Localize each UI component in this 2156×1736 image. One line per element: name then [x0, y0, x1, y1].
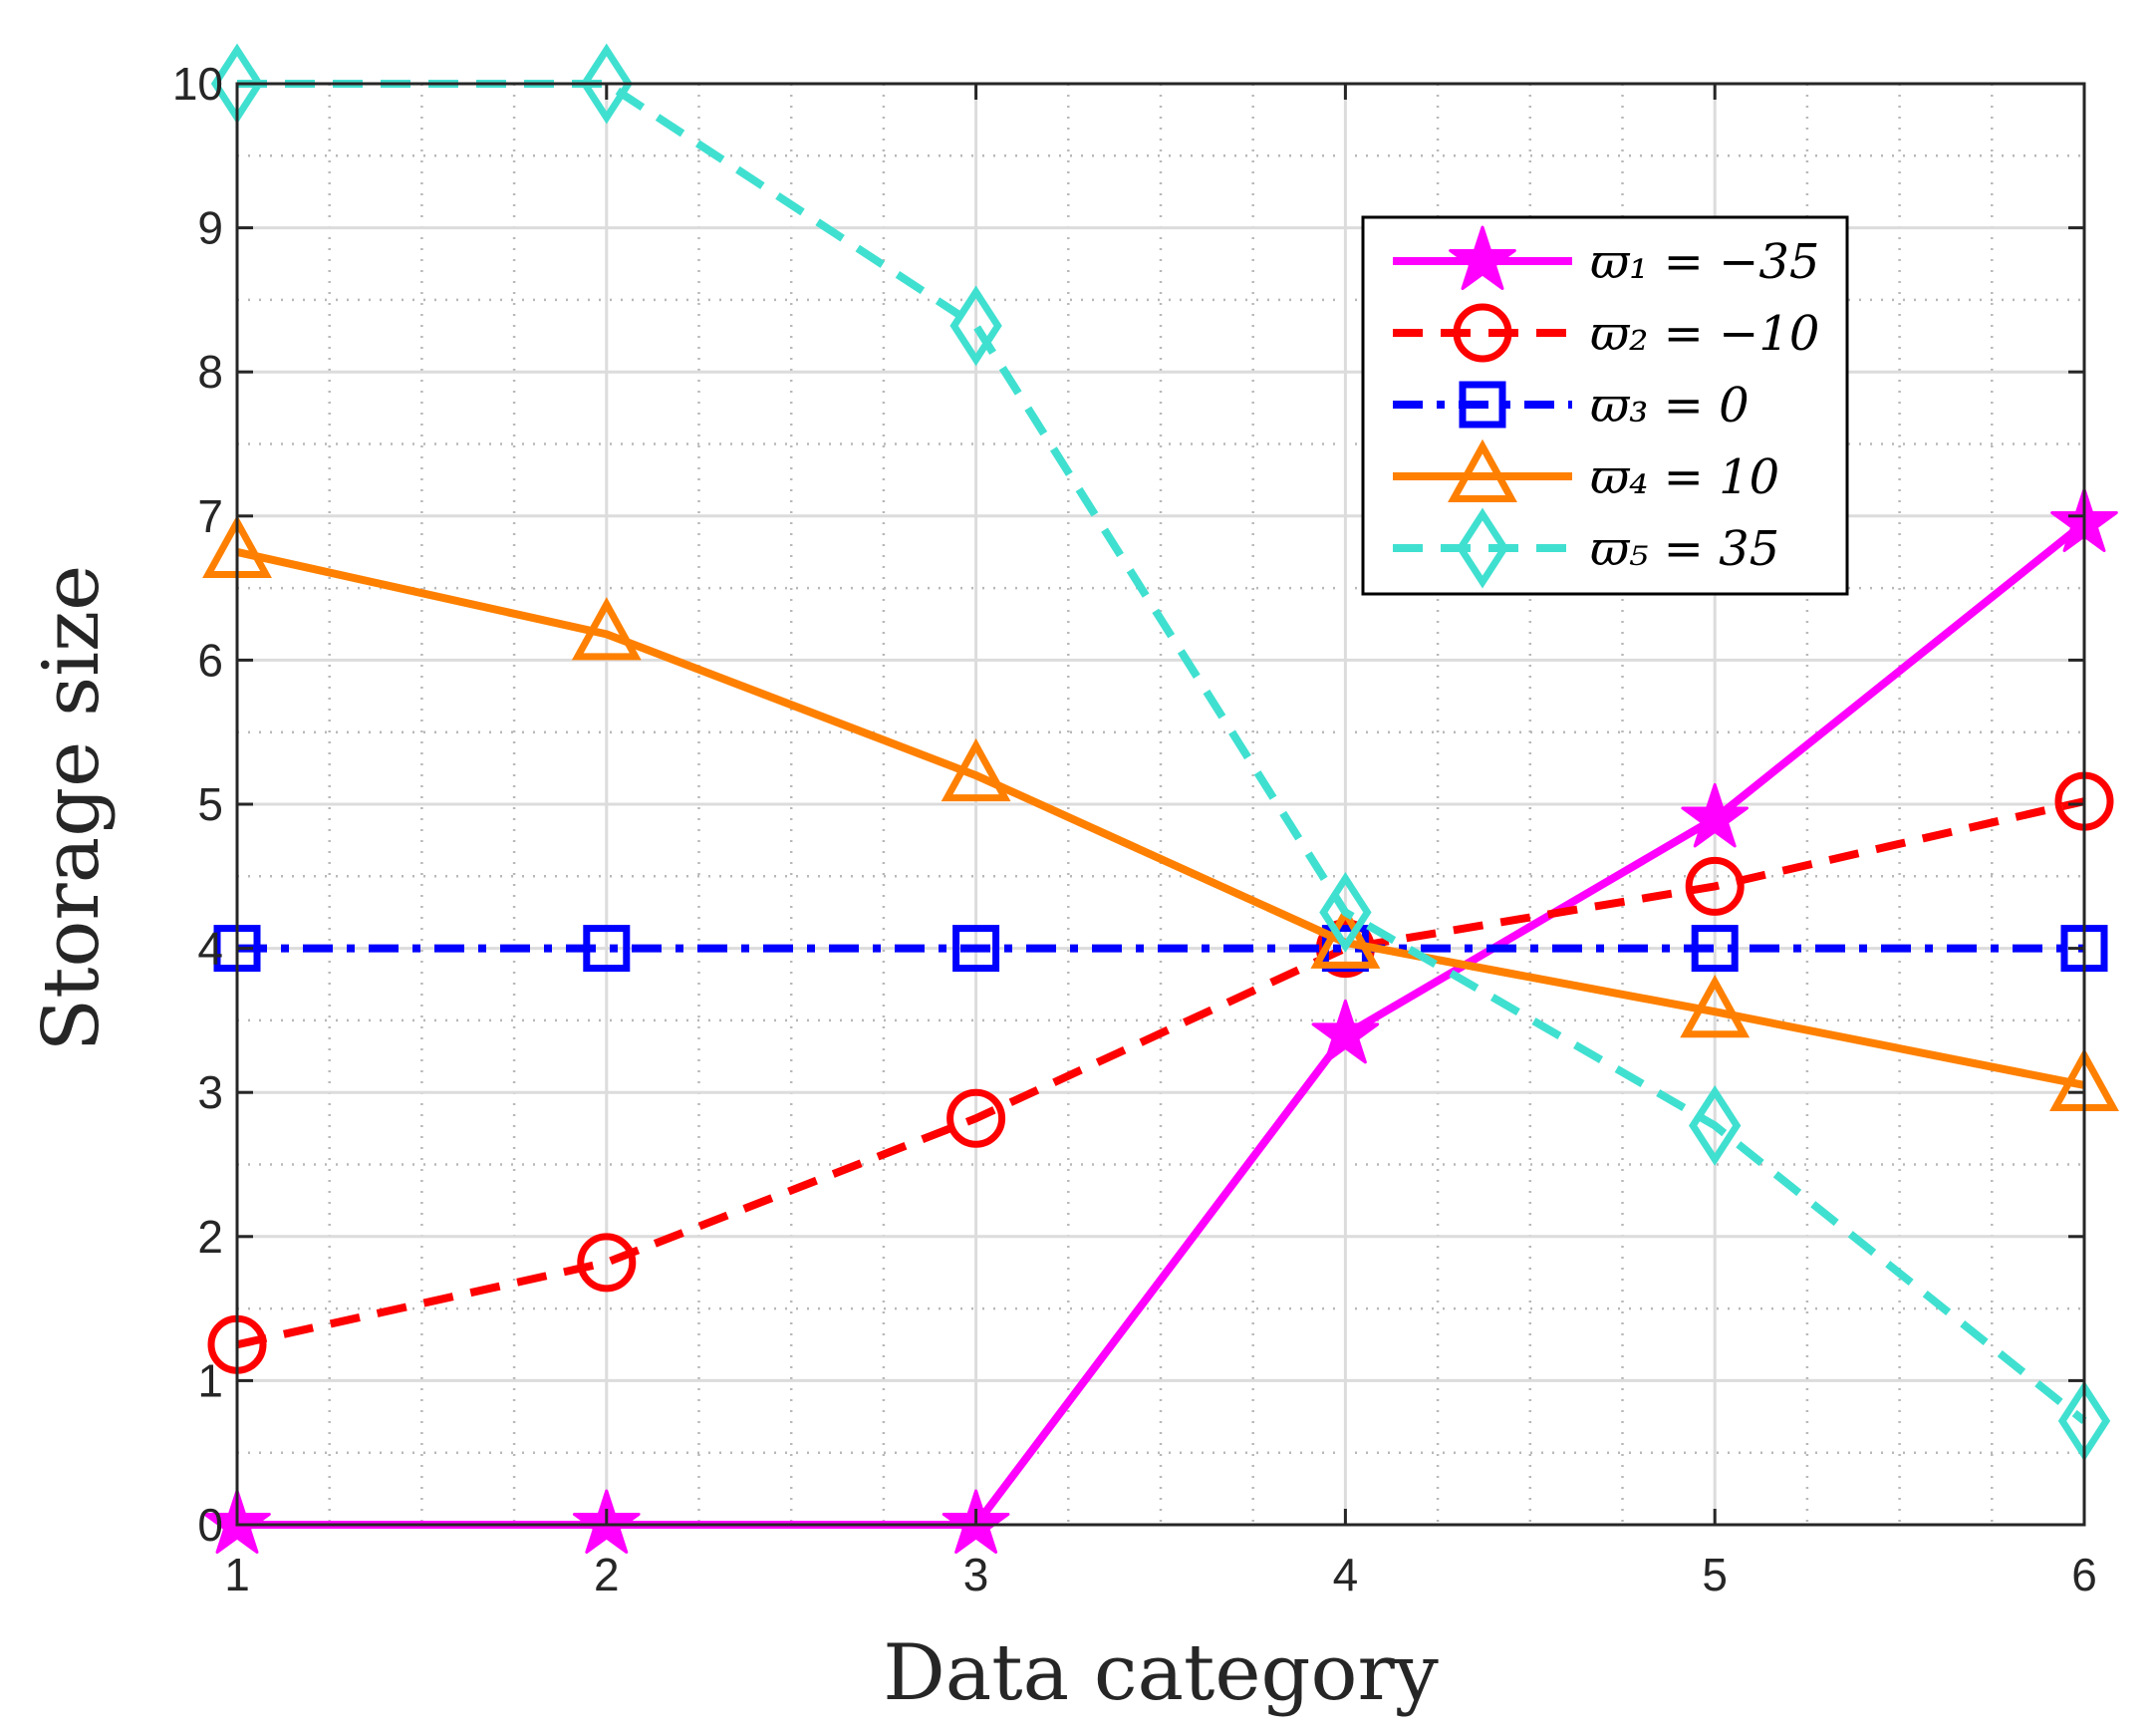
y-tick-label: 9: [197, 202, 223, 254]
series-4-point: [941, 737, 1011, 802]
y-tick-label: 5: [197, 778, 223, 830]
y-tick-label: 4: [197, 923, 223, 975]
series-2-point: [946, 1088, 1006, 1148]
legend-label: ϖ₄ = 10: [1590, 449, 1779, 505]
series-5-point: [580, 43, 633, 125]
x-axis-title: Data category: [883, 1628, 1439, 1718]
legend-marker-circle: [1453, 303, 1512, 363]
legend-entry: ϖ₁ = −35: [1393, 225, 1819, 291]
y-tick-label: 3: [197, 1066, 223, 1118]
series-2-point: [1685, 856, 1745, 916]
y-tick-label: 2: [197, 1211, 223, 1263]
series-3-point: [1691, 925, 1739, 973]
series-5-point: [1319, 872, 1372, 953]
y-tick-label: 6: [197, 634, 223, 686]
x-tick-label: 4: [1333, 1549, 1359, 1600]
x-tick-label: 3: [963, 1549, 989, 1600]
series-4-point: [1310, 905, 1381, 969]
series-3-point: [952, 925, 1000, 973]
x-tick-label: 2: [594, 1549, 620, 1600]
y-tick-label: 10: [172, 58, 223, 110]
legend-marker-triangle: [1448, 438, 1517, 502]
legend-label: ϖ₃ = 0: [1590, 378, 1750, 434]
y-tick-label: 7: [197, 490, 223, 542]
y-tick-label: 0: [197, 1499, 223, 1551]
legend-entry: ϖ₄ = 10: [1393, 438, 1779, 505]
legend-label: ϖ₅ = 35: [1590, 521, 1779, 577]
legend-label: ϖ₂ = −10: [1590, 306, 1819, 362]
series-4-point: [1680, 974, 1751, 1038]
y-axis-title: Storage size: [27, 565, 117, 1052]
legend-marker-square: [1459, 381, 1506, 429]
series-2-point: [577, 1233, 637, 1293]
series-3-point: [583, 925, 631, 973]
x-tick-label: 5: [1702, 1549, 1728, 1600]
series-1: [203, 487, 2118, 1555]
legend-entry: ϖ₃ = 0: [1393, 378, 1750, 434]
series-5-point: [1689, 1085, 1742, 1166]
legend: ϖ₁ = −35 ϖ₂ = −10 ϖ₃ = 0 ϖ₄ = 10 ϖ₅ = 35: [1361, 215, 1849, 596]
series-1-point: [1681, 782, 1750, 848]
legend-marker-star: [1449, 225, 1516, 291]
series-4-point: [571, 597, 642, 661]
legend-marker-diamond: [1456, 507, 1509, 589]
legend-entry: ϖ₅ = 35: [1393, 507, 1779, 589]
legend-label: ϖ₁ = −35: [1590, 234, 1819, 290]
series-1-line: [237, 519, 2087, 1529]
x-tick-label: 1: [224, 1549, 250, 1600]
series-5-point: [949, 285, 1002, 367]
y-tick-label: 1: [197, 1354, 223, 1406]
minor-grid: [237, 84, 2084, 1525]
series-1-point: [1311, 999, 1380, 1064]
y-tick-label: 8: [197, 346, 223, 398]
x-tick-label: 6: [2071, 1549, 2097, 1600]
series-2-line: [236, 797, 2085, 1349]
series-4-line: [236, 548, 2085, 1089]
legend-entry: ϖ₂ = −10: [1393, 303, 1819, 363]
